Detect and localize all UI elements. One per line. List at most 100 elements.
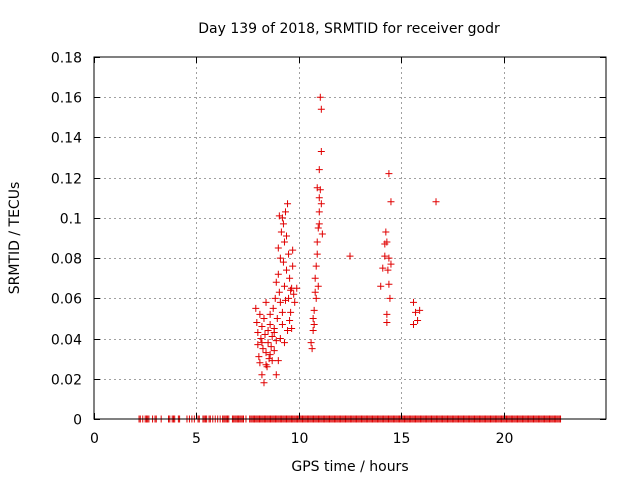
data-point — [266, 320, 274, 328]
data-point — [308, 345, 316, 353]
data-point — [385, 280, 393, 288]
data-point — [276, 335, 284, 343]
data-point — [274, 357, 282, 365]
data-point — [256, 310, 264, 318]
data-point — [412, 308, 420, 316]
data-point — [261, 331, 269, 339]
y-axis-title: SRMTID / TECUs — [7, 182, 23, 295]
data-point — [432, 198, 440, 206]
data-point — [316, 93, 324, 101]
x-tick-label: 15 — [393, 431, 411, 447]
data-point — [283, 232, 291, 240]
data-point — [274, 244, 282, 252]
data-point — [269, 304, 277, 312]
data-point — [253, 318, 261, 326]
data-point — [383, 318, 391, 326]
data-point — [272, 371, 280, 379]
data-point — [260, 314, 268, 322]
data-point — [314, 224, 322, 232]
x-tick-label: 20 — [496, 431, 514, 447]
data-point — [381, 252, 389, 260]
data-point — [273, 314, 281, 322]
data-point — [387, 198, 395, 206]
data-point — [270, 329, 278, 337]
data-point — [312, 294, 320, 302]
data-point — [318, 230, 326, 238]
data-point — [280, 339, 288, 347]
data-point — [256, 359, 264, 367]
data-point — [257, 335, 265, 343]
data-point — [409, 298, 417, 306]
data-point — [270, 347, 278, 355]
y-tick-label: 0.08 — [51, 252, 82, 268]
data-point — [280, 282, 288, 290]
data-point — [258, 371, 266, 379]
data-point — [409, 320, 417, 328]
data-point — [313, 250, 321, 258]
data-point — [311, 274, 319, 282]
data-point — [314, 282, 322, 290]
data-point — [315, 194, 323, 202]
data-point — [254, 341, 262, 349]
data-point — [317, 148, 325, 156]
y-tick-label: 0.18 — [51, 51, 82, 67]
y-tick-label: 0.14 — [51, 131, 82, 147]
data-point — [260, 379, 268, 387]
data-point — [254, 329, 262, 337]
axis-ticks — [94, 57, 606, 420]
y-tick-label: 0.02 — [51, 373, 82, 389]
data-point — [383, 310, 391, 318]
data-point — [272, 278, 280, 286]
data-point — [307, 339, 315, 347]
data-point — [278, 320, 286, 328]
data-point — [266, 351, 274, 359]
data-point — [317, 105, 325, 113]
data-point — [383, 238, 391, 246]
data-point — [315, 220, 323, 228]
y-tick-label: 0.1 — [60, 212, 82, 228]
data-point — [284, 327, 292, 335]
y-tick-label: 0.16 — [51, 91, 82, 107]
x-axis-title: GPS time / hours — [291, 459, 408, 475]
data-point — [286, 316, 294, 324]
data-point — [266, 310, 274, 318]
data-point — [267, 343, 275, 351]
data-point — [271, 294, 279, 302]
data-point — [309, 327, 317, 335]
data-point — [313, 184, 321, 192]
grid-layer — [94, 57, 606, 419]
data-point — [289, 262, 297, 270]
data-point — [268, 357, 276, 365]
data-point — [275, 288, 283, 296]
data-point — [262, 349, 270, 357]
data-point — [386, 294, 394, 302]
chart-title: Day 139 of 2018, SRMTID for receiver god… — [198, 21, 500, 37]
data-point — [385, 170, 393, 178]
x-tick-label: 10 — [291, 431, 309, 447]
data-point — [272, 337, 280, 345]
data-point — [262, 298, 270, 306]
data-point — [384, 266, 392, 274]
data-point — [255, 353, 263, 361]
data-point — [276, 254, 284, 262]
data-point — [277, 228, 285, 236]
data-point — [377, 282, 385, 290]
tick-labels: 0 0.02 0.04 0.06 0.08 0.1 0.12 0.14 0.16 0.18 0 5 10… — [51, 51, 514, 448]
data-point — [281, 208, 289, 216]
data-point — [275, 212, 283, 220]
data-point — [312, 262, 320, 270]
data-point — [290, 290, 298, 298]
data-point — [258, 322, 266, 330]
data-point — [315, 166, 323, 174]
data-point — [262, 361, 270, 369]
data-point — [276, 298, 284, 306]
data-point — [268, 333, 276, 341]
x-tick-label: 5 — [192, 431, 201, 447]
plot-frame — [93, 56, 607, 420]
y-tick-label: 0.04 — [51, 333, 82, 349]
data-point — [264, 339, 272, 347]
data-point — [310, 306, 318, 314]
data-point — [280, 238, 288, 246]
data-point — [346, 252, 354, 260]
